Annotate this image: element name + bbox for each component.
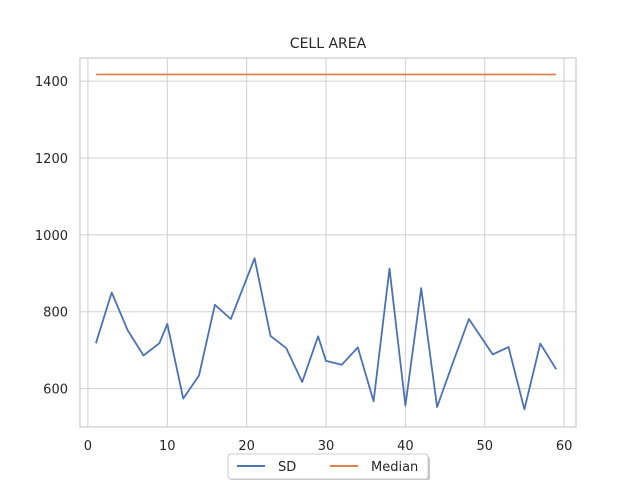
x-tick-label: 0 [84, 439, 92, 454]
tick-labels: 0 10 20 30 40 50 60 600 800 1000 1200 1400 [35, 75, 572, 454]
plot-frame [79, 57, 577, 428]
legend-median-label: Median [371, 460, 418, 475]
x-tick-label: 60 [556, 439, 573, 454]
series-lines [95, 73, 557, 411]
legend-box [227, 453, 429, 480]
x-tick-label: 40 [397, 439, 414, 454]
y-tick-label: 1000 [35, 229, 68, 244]
grid-lines [80, 58, 576, 427]
x-tick-label: 30 [318, 439, 335, 454]
legend-sd-label: SD [278, 460, 296, 475]
legend: SD Median [227, 453, 430, 480]
x-tick-label: 20 [238, 439, 255, 454]
chart-title: CELL AREA [290, 36, 367, 52]
series-line-sd [95, 257, 557, 411]
y-tick-label: 800 [43, 306, 68, 321]
y-tick-label: 1200 [35, 152, 68, 167]
y-tick-label: 1400 [35, 75, 68, 90]
x-tick-label: 50 [476, 439, 493, 454]
y-tick-label: 600 [43, 383, 68, 398]
axes-frame [79, 57, 577, 428]
x-tick-label: 10 [159, 439, 176, 454]
